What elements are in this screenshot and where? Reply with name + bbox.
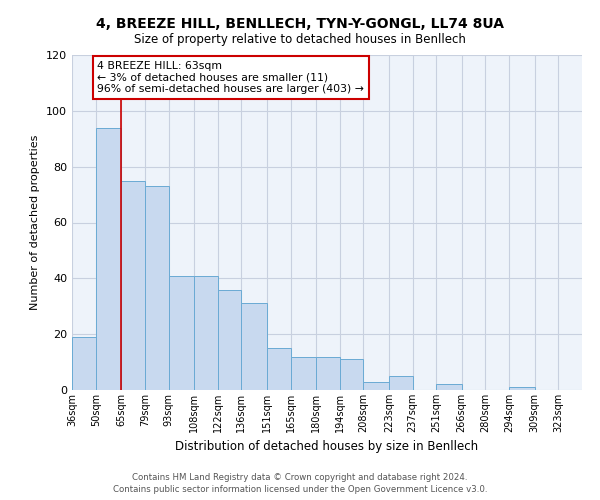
Bar — [194, 276, 218, 390]
Bar — [316, 356, 340, 390]
Bar — [340, 360, 364, 390]
Text: 4 BREEZE HILL: 63sqm
← 3% of detached houses are smaller (11)
96% of semi-detach: 4 BREEZE HILL: 63sqm ← 3% of detached ho… — [97, 60, 364, 94]
Bar — [169, 276, 194, 390]
Y-axis label: Number of detached properties: Number of detached properties — [31, 135, 40, 310]
X-axis label: Distribution of detached houses by size in Benllech: Distribution of detached houses by size … — [175, 440, 479, 454]
Bar — [267, 348, 290, 390]
Text: Contains HM Land Registry data © Crown copyright and database right 2024.
Contai: Contains HM Land Registry data © Crown c… — [113, 472, 487, 494]
Text: Size of property relative to detached houses in Benllech: Size of property relative to detached ho… — [134, 32, 466, 46]
Bar — [96, 128, 121, 390]
Bar — [72, 337, 96, 390]
Bar — [145, 186, 169, 390]
Text: 4, BREEZE HILL, BENLLECH, TYN-Y-GONGL, LL74 8UA: 4, BREEZE HILL, BENLLECH, TYN-Y-GONGL, L… — [96, 18, 504, 32]
Bar — [241, 304, 267, 390]
Bar — [218, 290, 241, 390]
Bar — [389, 376, 413, 390]
Bar — [290, 356, 316, 390]
Bar — [436, 384, 462, 390]
Bar — [509, 387, 535, 390]
Bar — [364, 382, 389, 390]
Bar — [121, 180, 145, 390]
